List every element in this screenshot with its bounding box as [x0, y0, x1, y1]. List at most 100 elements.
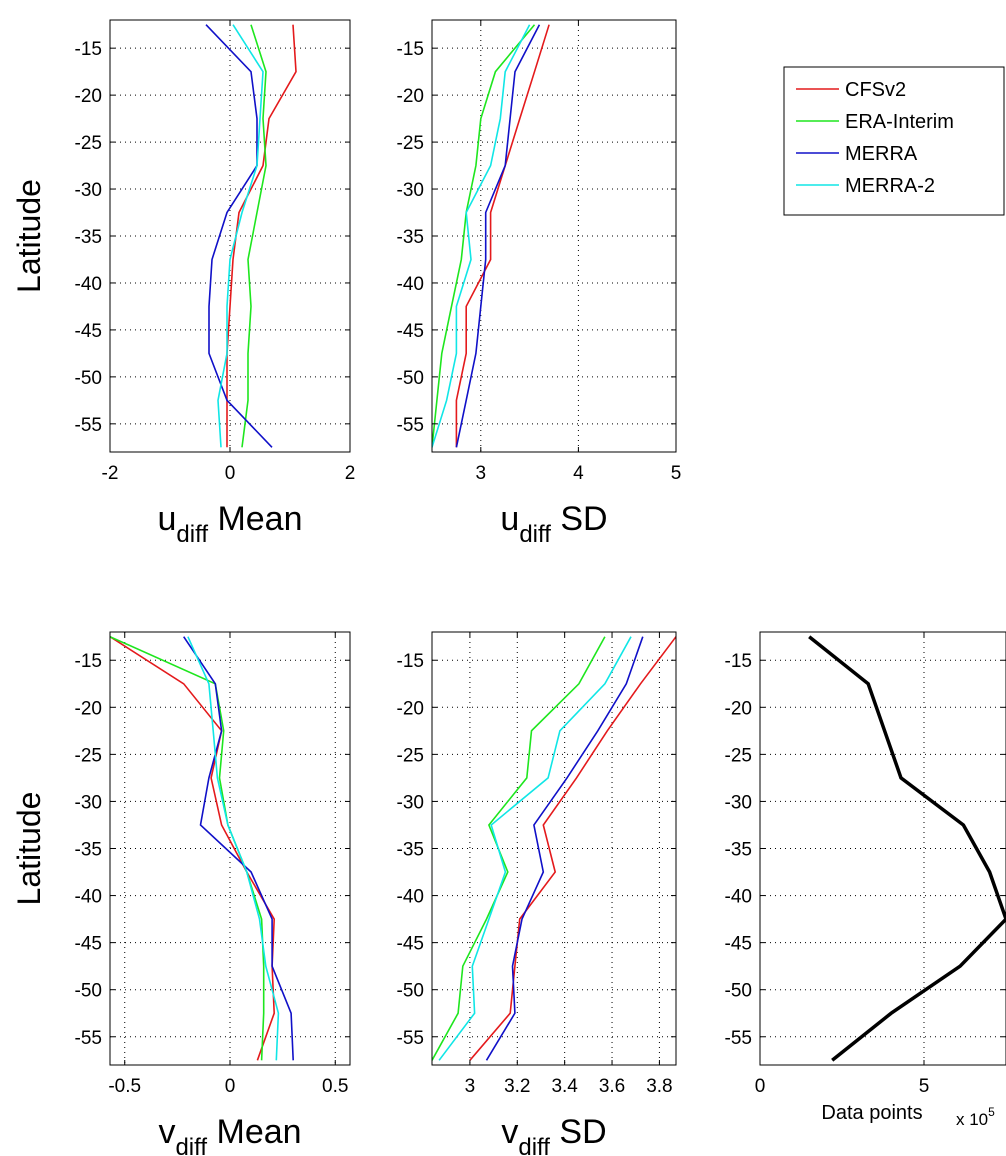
x-axis-label: vdiff SD [501, 1113, 606, 1156]
legend-frame [783, 66, 1005, 216]
x-tick-label: -2 [102, 463, 119, 484]
y-axis-label: Latitude [11, 792, 47, 906]
y-tick-label: -15 [397, 39, 424, 60]
y-tick-label: -35 [75, 840, 102, 861]
series-line-cfsv2 [469, 636, 676, 1061]
y-tick-label: -30 [397, 180, 424, 201]
series-line-merra-2 [438, 636, 632, 1061]
series-line-cfsv2 [455, 24, 550, 448]
y-tick-label: -35 [725, 840, 752, 861]
x-tick-label: 4 [573, 463, 584, 484]
panel-v_sd: 3 3.2 3.4 3.6 3.8 -15 -20 -25 -30 -35 -40 -45 -50 -55… [397, 631, 677, 1156]
y-tick-label: -45 [75, 934, 102, 955]
x-axis-multiplier-exp: 5 [988, 1105, 995, 1119]
y-tick-label: -40 [75, 887, 102, 908]
y-tick-label: -25 [75, 745, 102, 766]
y-tick-label: -40 [75, 274, 102, 295]
x-tick-label: 0 [225, 1076, 236, 1097]
x-tick-label: 0 [225, 463, 236, 484]
y-tick-label: -30 [725, 792, 752, 813]
x-tick-label: 3.4 [551, 1076, 578, 1097]
x-axis-label: Data points [821, 1102, 922, 1124]
x-axis-multiplier: x 105 [956, 1105, 995, 1129]
y-tick-label: -45 [397, 321, 424, 342]
y-tick-label: -25 [725, 745, 752, 766]
y-tick-label: -55 [75, 415, 102, 436]
y-tick-label: -55 [75, 1028, 102, 1049]
y-tick-label: -55 [725, 1028, 752, 1049]
series-line-merra-2 [432, 24, 531, 448]
legend-label-cfsv2: CFSv2 [845, 79, 906, 101]
x-tick-label: 5 [671, 463, 682, 484]
series-line-data-points [808, 635, 1006, 1062]
x-axis-label-sub: diff [176, 521, 208, 548]
series-line-merra-2 [187, 636, 280, 1061]
x-axis-label: udiff SD [500, 500, 607, 548]
series-line-era-interim [432, 24, 536, 448]
legend-label-era-interim: ERA-Interim [845, 111, 954, 133]
y-tick-label: -45 [397, 934, 424, 955]
y-tick-label: -50 [397, 368, 424, 389]
y-tick-label: -20 [725, 698, 752, 719]
y-tick-label: -20 [75, 86, 102, 107]
x-tick-label: 2 [345, 463, 356, 484]
x-axis-multiplier-base: x 10 [956, 1110, 988, 1129]
x-tick-label: 3.8 [646, 1076, 672, 1097]
y-tick-label: -50 [75, 368, 102, 389]
y-tick-label: -25 [397, 745, 424, 766]
y-tick-label: -15 [75, 651, 102, 672]
y-tick-label: -30 [75, 792, 102, 813]
y-tick-label: -20 [397, 86, 424, 107]
y-tick-label: -45 [75, 321, 102, 342]
y-tick-label: -55 [397, 415, 424, 436]
series-line-cfsv2 [110, 636, 276, 1061]
x-tick-label: -0.5 [108, 1076, 141, 1097]
panel-u_sd: 3 4 5 -15 -20 -25 -30 -35 -40 -45 -50 -55 udiff SD [397, 19, 682, 548]
y-tick-label: -50 [75, 981, 102, 1002]
x-axis-label: udiff Mean [157, 500, 302, 548]
x-axis-label: vdiff Mean [158, 1113, 301, 1156]
y-tick-label: -50 [725, 981, 752, 1002]
series-line-merra [455, 24, 541, 448]
series-line-era-interim [241, 24, 267, 448]
x-axis-label-stat: Mean [208, 500, 303, 538]
x-axis-label-sub: diff [519, 521, 551, 548]
x-axis-label-var: u [157, 500, 176, 538]
y-tick-label: -15 [397, 651, 424, 672]
x-tick-label: 3 [465, 1076, 476, 1097]
x-tick-label: 5 [919, 1076, 930, 1097]
legend-label-merra: MERRA [845, 143, 918, 165]
x-tick-label: 0.5 [322, 1076, 348, 1097]
y-tick-label: -20 [397, 698, 424, 719]
x-tick-label: 0 [755, 1076, 766, 1097]
x-axis-label-stat: Mean [207, 1113, 302, 1151]
y-tick-label: -25 [397, 133, 424, 154]
y-tick-label: -35 [397, 840, 424, 861]
series-line-merra-2 [217, 24, 264, 448]
legend: CFSv2 ERA-Interim MERRA MERRA-2 [783, 66, 1005, 216]
x-axis-label-var: u [500, 500, 519, 538]
series-line-merra [183, 636, 294, 1061]
y-tick-label: -40 [397, 274, 424, 295]
y-tick-label: -45 [725, 934, 752, 955]
x-axis-label-sub: diff [518, 1134, 550, 1156]
y-tick-label: -55 [397, 1028, 424, 1049]
y-tick-label: -15 [725, 651, 752, 672]
panel-data_points: 0 5 -15 -20 -25 -30 -35 -40 -45 -50 -55 Data points… [725, 631, 1006, 1129]
x-tick-label: 3.2 [504, 1076, 530, 1097]
x-tick-label: 3 [476, 463, 487, 484]
x-tick-label: 3.6 [599, 1076, 625, 1097]
x-axis-label-sub: diff [175, 1134, 207, 1156]
y-tick-label: -30 [397, 792, 424, 813]
series-line-merra [485, 636, 644, 1061]
y-tick-label: -20 [75, 698, 102, 719]
y-tick-label: -35 [75, 227, 102, 248]
legend-label-merra-2: MERRA-2 [845, 175, 935, 197]
x-axis-label-stat: SD [551, 500, 608, 538]
y-tick-label: -15 [75, 39, 102, 60]
y-tick-label: -40 [725, 887, 752, 908]
panel-v_mean: -0.5 0 0.5 -15 -20 -25 -30 -35 -40 -45 -50 -55 vdiff… [11, 631, 351, 1156]
